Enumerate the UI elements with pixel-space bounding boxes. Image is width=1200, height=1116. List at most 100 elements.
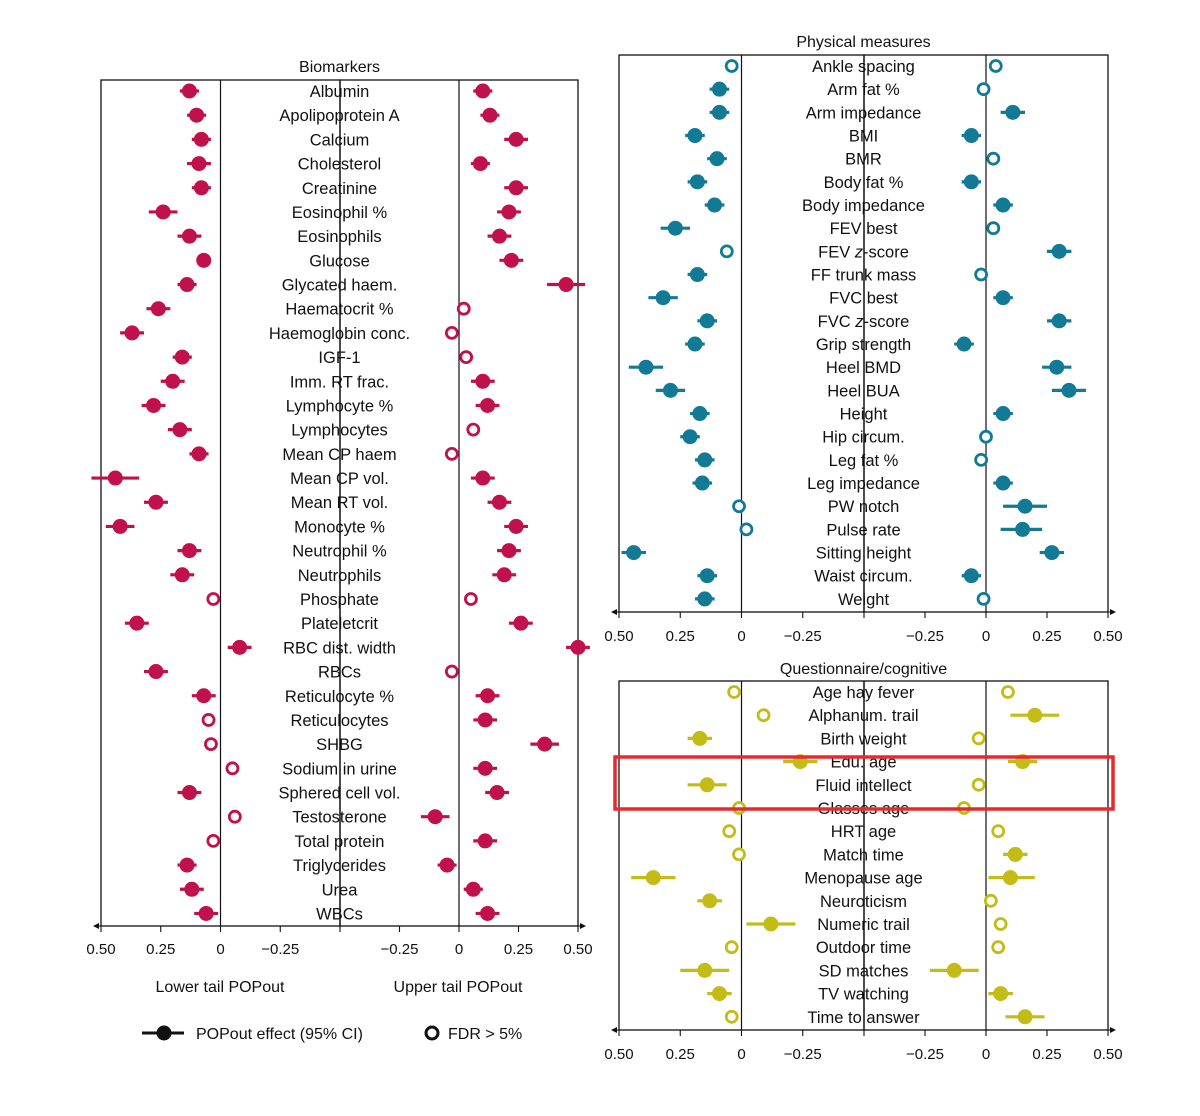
row-label: RBC dist. width xyxy=(283,639,396,657)
physical-measures-panel: Physical measures 0.50 0.25 0 −0.25 −0.25 0 0.2… xyxy=(604,34,1122,645)
lower-tick-label: 0.50 xyxy=(604,628,633,645)
row-label: Body fat % xyxy=(824,174,904,192)
row-albumin: Albumin xyxy=(179,83,493,101)
row-label: Neutrophil % xyxy=(292,543,387,561)
row-bmi: BMI xyxy=(685,128,982,146)
upper-point xyxy=(513,615,529,631)
row-reticulocyte: Reticulocyte % xyxy=(191,688,500,706)
row-rbcs: RBCs xyxy=(144,664,459,682)
upper-point-nonsig xyxy=(986,221,1001,236)
row-arm-fat: Arm fat % xyxy=(709,81,991,99)
lower-point xyxy=(699,568,715,584)
upper-tick-label: 0.25 xyxy=(1032,628,1061,645)
row-label: Weight xyxy=(838,591,889,609)
upper-point-nonsig xyxy=(976,592,991,606)
questionnaire-cognitive-panel: Questionnaire/cognitive 0.50 0.25 0 −0.25 −0.… xyxy=(604,661,1122,1063)
upper-point xyxy=(501,543,517,559)
row-label: Hip circum. xyxy=(822,429,905,447)
upper-point-nonsig xyxy=(993,917,1008,931)
lower-point xyxy=(687,336,703,352)
row-lymphocytes: Lymphocytes xyxy=(167,422,481,440)
legend-effect-marker xyxy=(156,1025,172,1041)
upper-point-nonsig xyxy=(463,592,478,606)
lower-point xyxy=(191,446,207,462)
upper-point-nonsig xyxy=(979,429,993,444)
lower-point xyxy=(181,83,197,99)
upper-point xyxy=(480,688,496,704)
row-label: RBCs xyxy=(318,664,361,682)
row-label: Imm. RT frac. xyxy=(290,373,389,391)
upper-point xyxy=(1017,498,1033,514)
lower-point xyxy=(707,197,723,213)
row-eosinophil: Eosinophil % xyxy=(148,204,521,222)
axis-arrow-right xyxy=(580,923,586,929)
upper-tick-label: 0.50 xyxy=(1093,1046,1122,1063)
row-tv-watching: TV watching xyxy=(707,986,1013,1004)
row-label: Glycated haem. xyxy=(282,277,398,295)
row-label: Phosphate xyxy=(300,591,379,609)
upper-point xyxy=(475,83,491,99)
row-body-impedance: Body impedance xyxy=(704,197,1013,215)
row-label: SD matches xyxy=(819,962,909,980)
row-neutrophil: Neutrophil % xyxy=(177,543,521,561)
row-label: Numeric trail xyxy=(817,916,910,934)
row-menopause-age: Menopause age xyxy=(631,870,1035,888)
lower-point xyxy=(112,518,128,534)
upper-point xyxy=(501,204,517,220)
upper-point xyxy=(496,567,512,583)
biomarkers-panel: Biomarkers 0.50 0.25 0 −0.25 −0.25 0 0.25 0.50 Al… xyxy=(86,59,592,958)
upper-tail-axis-label: Upper tail POPout xyxy=(394,979,524,996)
row-label: Albumin xyxy=(310,83,370,101)
row-glucose: Glucose xyxy=(196,252,524,270)
upper-point xyxy=(1007,846,1023,862)
row-testosterone: Testosterone xyxy=(227,809,450,827)
upper-point xyxy=(491,494,507,510)
row-label: Heel BMD xyxy=(826,359,901,377)
row-shbg: SHBG xyxy=(204,736,559,754)
lower-point xyxy=(689,174,705,190)
lower-point xyxy=(193,180,209,196)
upper-tick-label: 0 xyxy=(982,628,990,645)
upper-point xyxy=(477,760,493,776)
highlight-box xyxy=(613,755,1115,811)
row-label: BMR xyxy=(845,151,882,169)
upper-tick-label: −0.25 xyxy=(381,941,419,958)
lower-point xyxy=(174,349,190,365)
upper-point-nonsig xyxy=(466,422,481,437)
lower-point-nonsig xyxy=(739,522,754,537)
legend-fdr-label: FDR > 5% xyxy=(448,1026,522,1043)
axis-arrow-left xyxy=(93,923,99,929)
row-label: PW notch xyxy=(828,498,900,516)
upper-point xyxy=(963,568,979,584)
lower-point xyxy=(699,777,715,793)
row-mean-cp-haem: Mean CP haem xyxy=(189,446,459,464)
row-label: Haematocrit % xyxy=(285,301,394,319)
lower-point xyxy=(146,397,162,413)
lower-point xyxy=(711,104,727,120)
upper-point-nonsig xyxy=(974,267,989,282)
row-label: FEV z-score xyxy=(818,243,909,261)
upper-point xyxy=(508,180,524,196)
panel-title: Physical measures xyxy=(796,34,930,51)
row-hrt-age: HRT age xyxy=(722,823,1006,841)
legend-effect-label: POPout effect (95% CI) xyxy=(196,1026,363,1043)
lower-point xyxy=(763,916,779,932)
row-label: Lymphocytes xyxy=(291,422,388,440)
upper-point-nonsig xyxy=(444,664,459,679)
row-label: Grip strength xyxy=(816,336,911,354)
row-body-fat: Body fat % xyxy=(687,174,982,192)
row-label: Triglycerides xyxy=(293,857,386,875)
row-time-to-answer: Time to answer xyxy=(724,1009,1045,1027)
lower-tick-label: 0.25 xyxy=(666,1046,695,1063)
upper-point xyxy=(995,406,1011,422)
upper-point xyxy=(570,639,586,655)
row-label: Reticulocytes xyxy=(290,712,388,730)
lower-point-nonsig xyxy=(201,713,216,727)
lower-point xyxy=(645,870,661,886)
upper-tick-label: 0.50 xyxy=(1093,628,1122,645)
lower-point xyxy=(692,730,708,746)
lower-point xyxy=(232,639,248,655)
upper-point xyxy=(1005,104,1021,120)
upper-point-nonsig xyxy=(444,446,459,461)
upper-point xyxy=(475,470,491,486)
